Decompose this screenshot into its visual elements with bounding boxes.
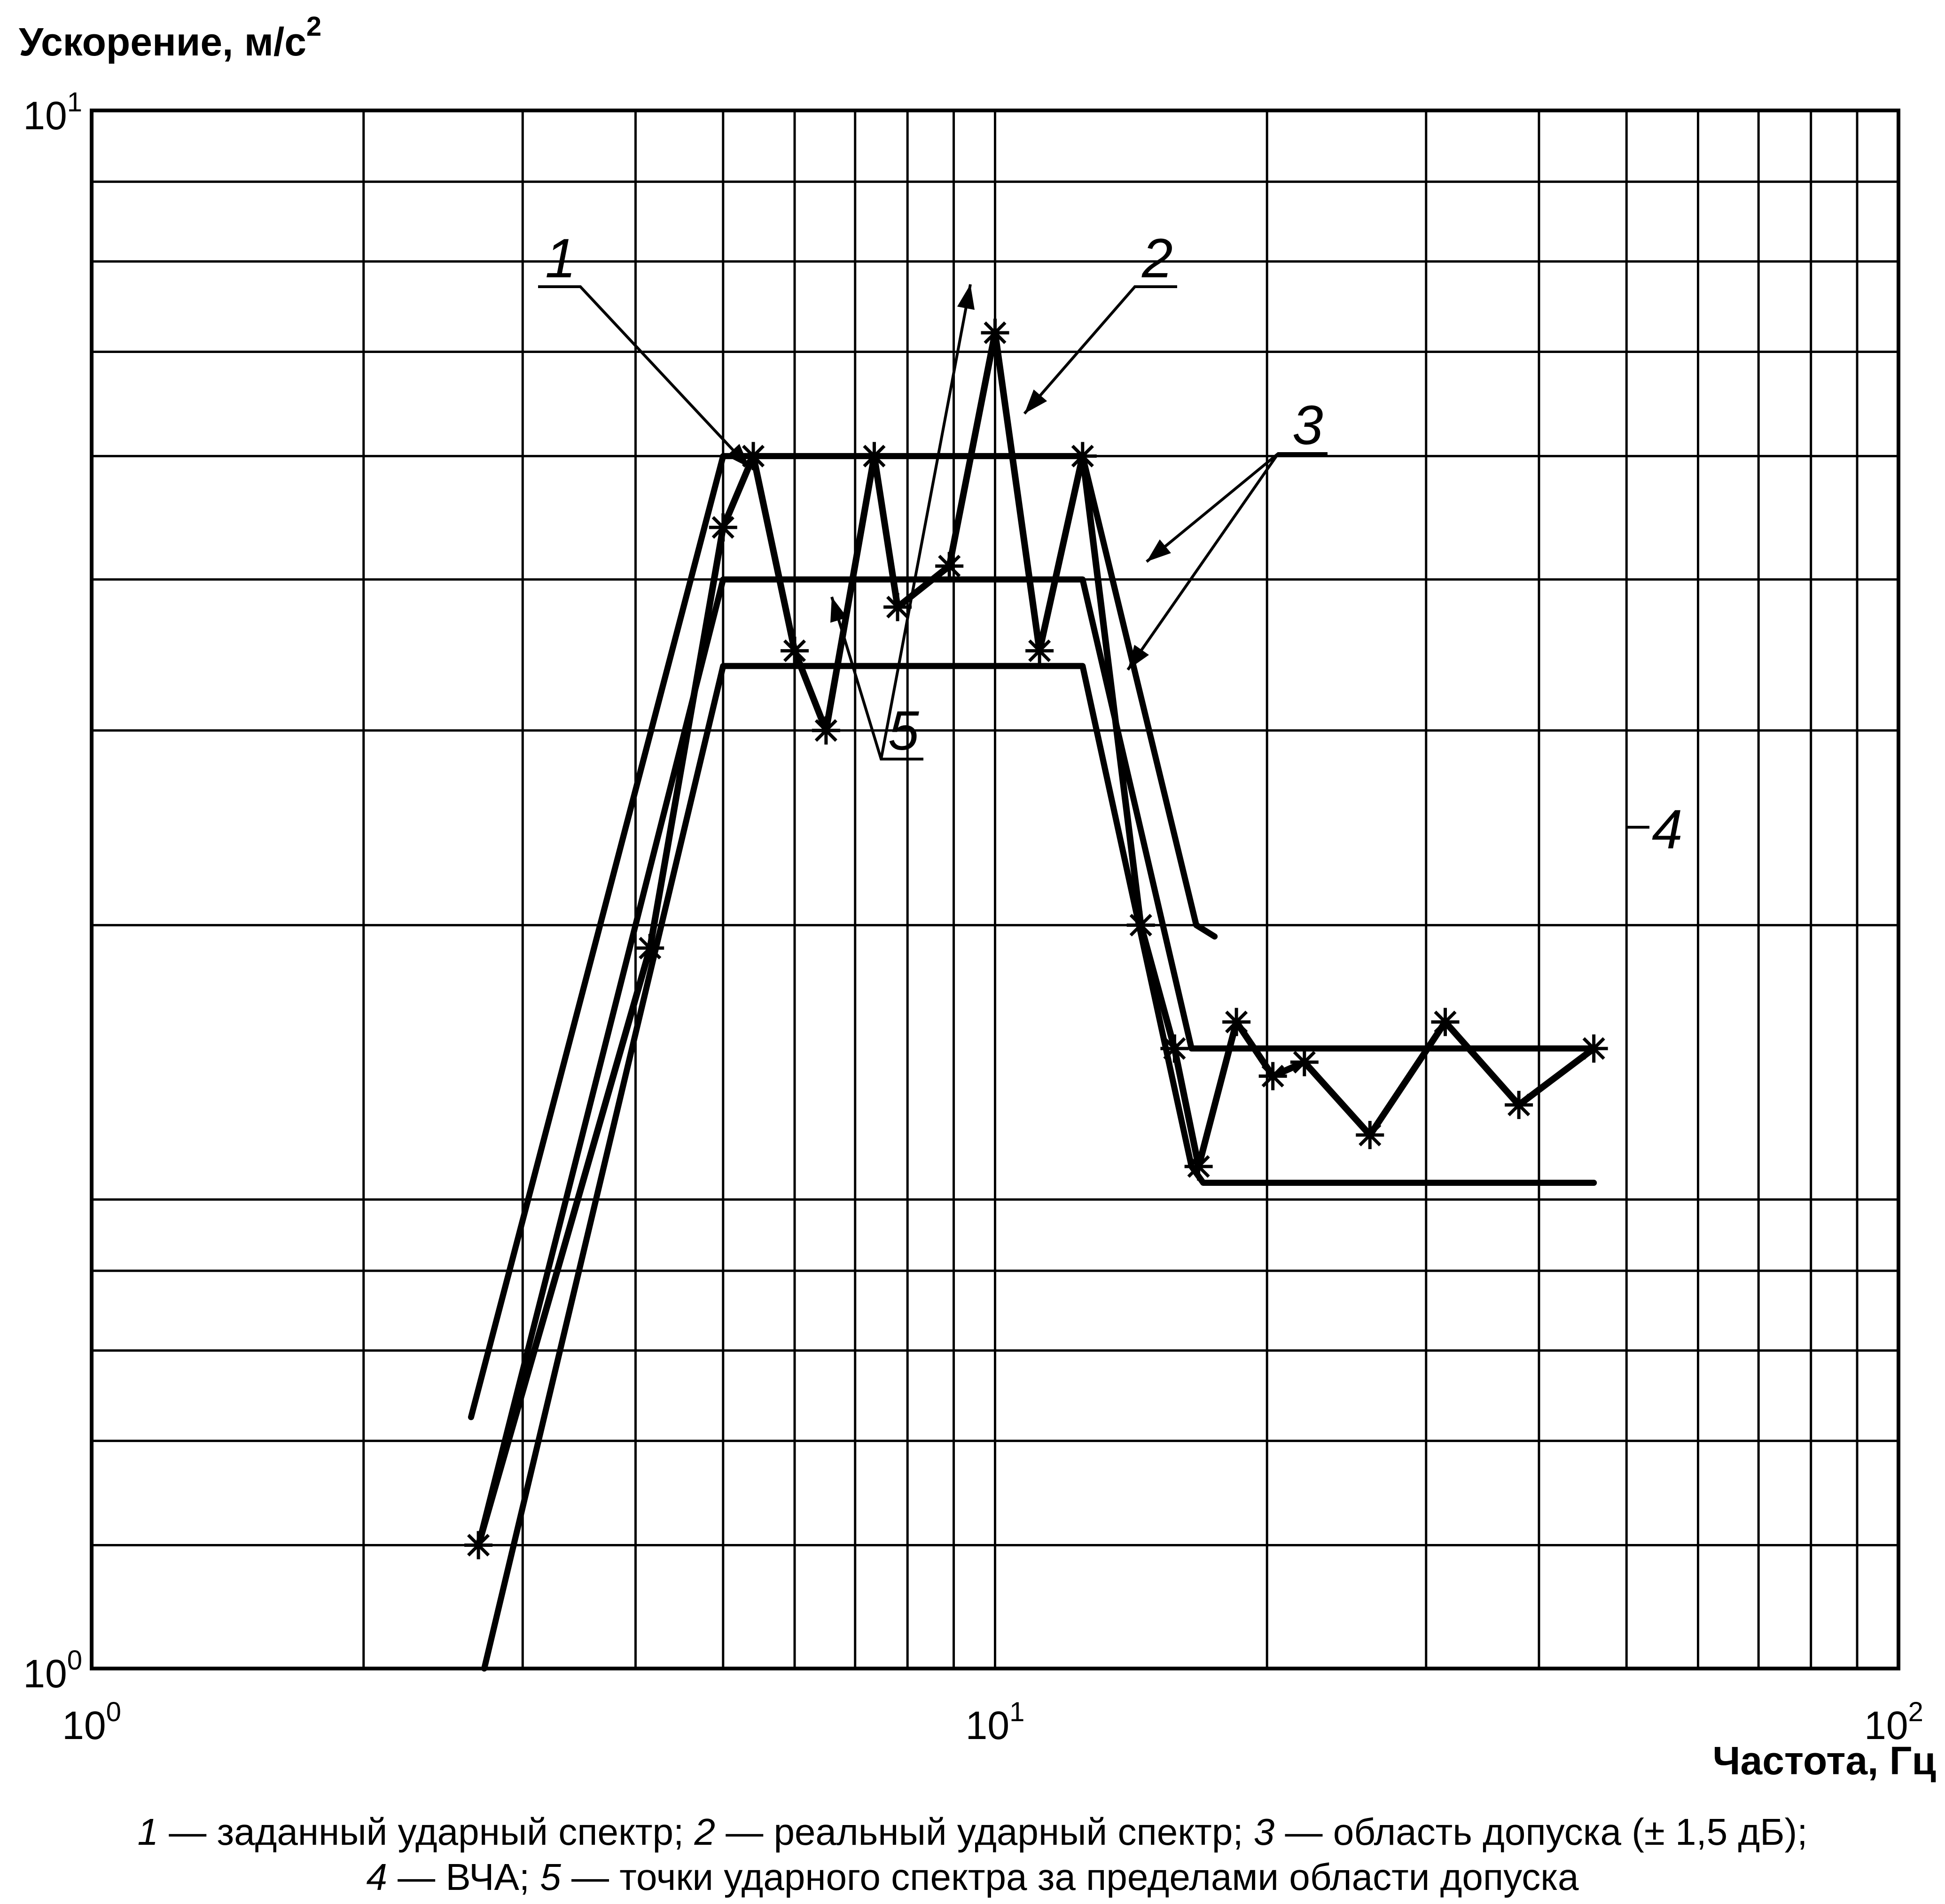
data-point-marker	[981, 318, 1009, 347]
marker-stroke	[1225, 1011, 1248, 1034]
marker-stroke	[467, 1534, 490, 1557]
data-point-marker	[464, 1531, 493, 1559]
caption-text-4: — ВЧА;	[387, 1856, 540, 1898]
caption-text-5: — точки ударного спектра за пределами об…	[561, 1856, 1579, 1898]
x-tick-label-base: 10	[1864, 1703, 1908, 1747]
callout-layer: 1 2 3 4 5	[538, 227, 1683, 861]
data-point-marker	[709, 513, 737, 542]
x-tick-label: 100	[62, 1697, 121, 1747]
caption-line-2: 4 — ВЧА; 5 — точки ударного спектра за п…	[0, 1855, 1945, 1900]
caption-num-5: 5	[540, 1856, 561, 1898]
marker-stroke	[1261, 1065, 1284, 1088]
arrow-head	[1128, 644, 1149, 670]
data-point-marker	[883, 593, 912, 621]
x-axis-title: Частота, Гц	[1713, 1739, 1937, 1783]
caption-line-1: 1 — заданный ударный спектр; 2 — реальны…	[0, 1810, 1945, 1855]
data-point-marker	[1505, 1090, 1533, 1119]
callout-label-2: 2	[1141, 227, 1173, 290]
caption-num-1: 1	[137, 1811, 159, 1853]
data-point-marker	[1258, 1062, 1287, 1090]
y-tick-label: 101	[23, 87, 82, 138]
data-point-marker	[1579, 1034, 1608, 1063]
marker-stroke	[1359, 1123, 1382, 1146]
marker-stroke	[1028, 639, 1051, 662]
x-tick-label: 102	[1864, 1697, 1923, 1747]
marker-stroke	[1187, 1155, 1210, 1178]
x-tick-label-base: 10	[62, 1703, 106, 1747]
leader-3a	[1146, 452, 1328, 563]
y-tick-label-base: 10	[23, 1652, 67, 1696]
callout-label-4: 4	[1652, 799, 1683, 861]
marker-stroke	[886, 595, 909, 619]
arrow-head	[957, 284, 975, 310]
marker-stroke	[938, 555, 961, 578]
leader-5b	[880, 284, 972, 760]
x-tick-label-base: 10	[966, 1703, 1009, 1747]
arrow-head	[1147, 539, 1171, 562]
x-tick-label-exp: 1	[1009, 1697, 1024, 1727]
caption-text-1: — заданный ударный спектр;	[158, 1811, 695, 1853]
callout-label-1: 1	[545, 227, 576, 290]
marker-stroke	[711, 516, 734, 539]
marker-stroke	[1582, 1037, 1605, 1060]
data-point-marker	[780, 636, 809, 665]
series-line-specified	[475, 576, 1597, 1548]
caption-num-3: 3	[1253, 1811, 1275, 1853]
y-tick-label-exp: 0	[67, 1645, 82, 1676]
data-point-marker	[1431, 1008, 1460, 1036]
leader-1	[538, 285, 751, 469]
x-tick-label: 101	[966, 1697, 1025, 1747]
arrow-head	[1024, 389, 1047, 414]
series-line-tolerance-upper	[468, 453, 1218, 1420]
marker-stroke	[1508, 1093, 1531, 1116]
figure-caption: 1 — заданный ударный спектр; 2 — реальны…	[0, 1810, 1945, 1900]
y-axis-title: Ускорение, м/с2	[19, 11, 321, 64]
leader-3b	[1126, 453, 1280, 671]
caption-num-2: 2	[694, 1811, 715, 1853]
data-point-marker	[1025, 636, 1054, 665]
leader-2	[1023, 285, 1177, 415]
data-point-marker	[1290, 1048, 1319, 1076]
data-point-marker	[812, 716, 840, 745]
y-tick-label-exp: 1	[67, 87, 82, 118]
caption-num-4: 4	[366, 1856, 387, 1898]
marker-stroke	[1293, 1050, 1316, 1073]
marker-stroke	[1434, 1011, 1457, 1034]
series-layer	[464, 318, 1608, 1672]
arrow-head	[830, 597, 848, 623]
x-tick-label-exp: 2	[1908, 1697, 1923, 1727]
marker-stroke	[984, 321, 1007, 345]
data-point-marker	[1356, 1120, 1384, 1149]
y-axis-title-sup: 2	[306, 11, 321, 42]
caption-text-3: — область допуска (± 1,5 дБ);	[1274, 1811, 1808, 1853]
marker-stroke	[783, 639, 806, 662]
y-tick-label-base: 10	[23, 94, 67, 138]
caption-text-2: — реальный ударный спектр;	[715, 1811, 1254, 1853]
marker-stroke	[814, 719, 837, 742]
plot-frame	[90, 109, 1900, 1670]
data-point-marker	[1222, 1008, 1251, 1036]
series-line-tolerance-lower	[481, 663, 1597, 1672]
y-axis-title-text: Ускорение, м/с	[19, 20, 306, 64]
series-line-real	[475, 329, 1597, 1549]
data-point-marker	[935, 552, 964, 580]
callout-label-5: 5	[888, 700, 919, 762]
y-tick-label: 100	[23, 1645, 82, 1696]
callout-label-3: 3	[1292, 394, 1323, 456]
x-tick-label-exp: 0	[106, 1697, 121, 1727]
arrow-head	[726, 444, 750, 468]
